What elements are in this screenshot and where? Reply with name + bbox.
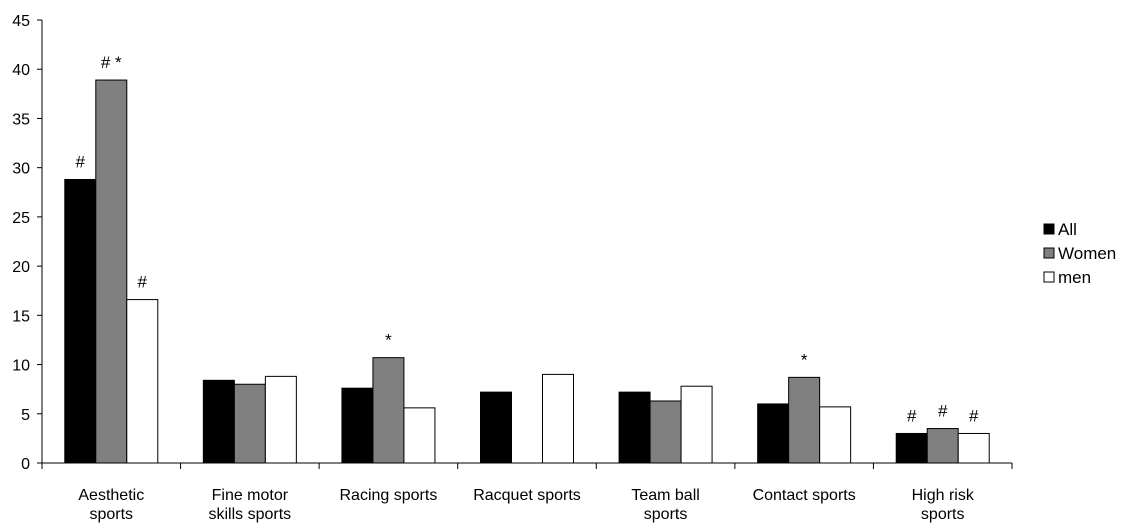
bar-women	[372, 357, 405, 464]
bar-all	[64, 178, 97, 464]
significance-label: #	[907, 406, 917, 425]
bar-men	[819, 406, 852, 464]
legend: All Women men	[1043, 220, 1116, 287]
bar-men	[680, 385, 713, 464]
significance-label: #	[76, 152, 86, 171]
bar-all	[757, 403, 790, 464]
bar-all	[895, 432, 928, 464]
y-tick-label: 35	[12, 111, 30, 128]
y-tick-label: 15	[12, 308, 30, 325]
y-tick-label: 45	[12, 13, 30, 30]
legend-swatch	[1043, 271, 1055, 283]
significance-label: *	[801, 350, 808, 369]
significance-label: #	[938, 402, 948, 421]
x-tick-label: Fine motor	[212, 487, 289, 504]
bar-women	[95, 79, 128, 464]
x-tick-label: sports	[921, 506, 965, 523]
y-tick-label: 30	[12, 161, 30, 178]
x-tick-label: Aesthetic	[78, 487, 144, 504]
x-tick-label: Racing sports	[340, 487, 438, 504]
x-tick-label: High risk	[912, 487, 975, 504]
x-tick-label: Racquet sports	[473, 487, 581, 504]
significance-label: #	[138, 273, 148, 292]
x-tick-label: sports	[89, 506, 133, 523]
y-tick-label: 0	[21, 456, 30, 473]
y-tick-label: 40	[12, 62, 30, 79]
bar-men	[126, 299, 159, 464]
significance-annotations: # # # * * * # # #	[76, 53, 979, 425]
significance-label: *	[385, 331, 392, 350]
y-axis: 0 5 10 15 20 25 30 35 40 45	[12, 13, 43, 473]
x-axis: Aesthetic sports Fine motor skills sports Ra…	[41, 462, 1013, 523]
bar-women	[649, 400, 682, 464]
bar-women	[233, 383, 266, 464]
legend-swatch	[1043, 223, 1055, 235]
legend-label: All	[1058, 220, 1077, 239]
x-tick-label: Contact sports	[753, 487, 856, 504]
y-tick-label: 20	[12, 259, 30, 276]
y-tick-label: 25	[12, 210, 30, 227]
legend-swatch	[1043, 247, 1055, 259]
bar-all	[480, 391, 512, 464]
x-tick-label: skills sports	[209, 506, 292, 523]
legend-label: Women	[1058, 244, 1116, 263]
significance-label: # *	[101, 53, 122, 72]
x-tick-label: sports	[644, 506, 688, 523]
legend-label: men	[1058, 268, 1091, 287]
y-tick-label: 5	[21, 407, 30, 424]
bar-men	[542, 373, 574, 464]
bar-all	[202, 379, 235, 464]
bar-men	[264, 375, 297, 464]
bars	[64, 79, 990, 464]
bar-men	[403, 407, 436, 464]
bar-women	[926, 428, 959, 464]
bar-all	[618, 391, 651, 464]
x-tick-label: Team ball	[631, 487, 699, 504]
y-tick-label: 10	[12, 358, 30, 375]
bar-all	[341, 387, 374, 464]
bar-men	[957, 432, 990, 464]
significance-label: #	[969, 406, 979, 425]
bar-women	[788, 376, 821, 464]
